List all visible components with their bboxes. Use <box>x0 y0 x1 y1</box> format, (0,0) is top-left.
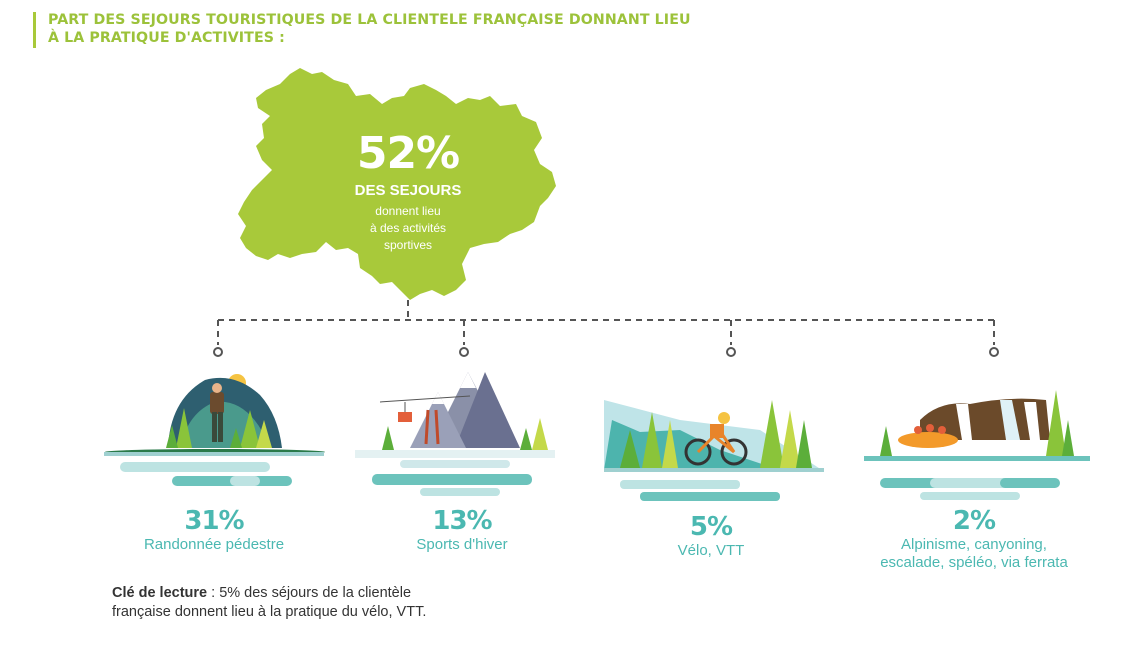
dashed-connectors <box>217 300 995 345</box>
stat-adventure-label-1: Alpinisme, canyoning, <box>901 536 1047 553</box>
bike-illustration <box>604 400 824 501</box>
reading-key-sep: : <box>207 585 220 601</box>
connector-dots <box>213 347 999 357</box>
stat-winter-percent: 13% <box>432 506 492 536</box>
hiking-illustration <box>104 374 325 486</box>
map-percent: 52% <box>356 128 460 179</box>
stat-adventure-percent: 2% <box>952 506 996 536</box>
stat-winter-label: Sports d'hiver <box>416 536 508 553</box>
reading-key-label: Clé de lecture <box>112 585 208 601</box>
title-line-2: À LA PRATIQUE D'ACTIVITES : <box>48 30 285 46</box>
region-map-shape <box>238 68 556 300</box>
stat-hiking-label: Randonnée pédestre <box>143 536 285 553</box>
reading-key-text-1: 5% des séjours de la clientèle <box>219 585 412 601</box>
stat-winter: 13% Sports d'hiver <box>362 506 562 554</box>
map-heading: DES SEJOURS <box>354 182 462 199</box>
map-line-3: sportives <box>383 238 433 252</box>
stat-hiking: 31% Randonnée pédestre <box>114 506 314 554</box>
stat-adventure-label-2: escalade, spéléo, via ferrata <box>880 554 1068 571</box>
page-title: PART DES SEJOURS TOURISTIQUES DE LA CLIE… <box>48 11 808 47</box>
stat-adventure: 2% Alpinisme, canyoning, escalade, spélé… <box>854 506 1094 572</box>
reading-key-text-2: française donnent lieu à la pratique du … <box>112 604 427 620</box>
title-line-1: PART DES SEJOURS TOURISTIQUES DE LA CLIE… <box>48 12 691 28</box>
title-accent-bar <box>33 12 36 48</box>
map-line-2: à des activités <box>369 221 447 235</box>
stat-bike-label: Vélo, VTT <box>677 542 745 559</box>
winter-illustration <box>355 372 555 496</box>
reading-key: Clé de lecture : 5% des séjours de la cl… <box>112 584 532 622</box>
stat-bike: 5% Vélo, VTT <box>611 512 811 560</box>
stat-bike-percent: 5% <box>689 512 733 542</box>
adventure-illustration <box>864 390 1090 500</box>
stat-hiking-percent: 31% <box>184 506 244 536</box>
map-line-1: donnent lieu <box>375 204 441 218</box>
